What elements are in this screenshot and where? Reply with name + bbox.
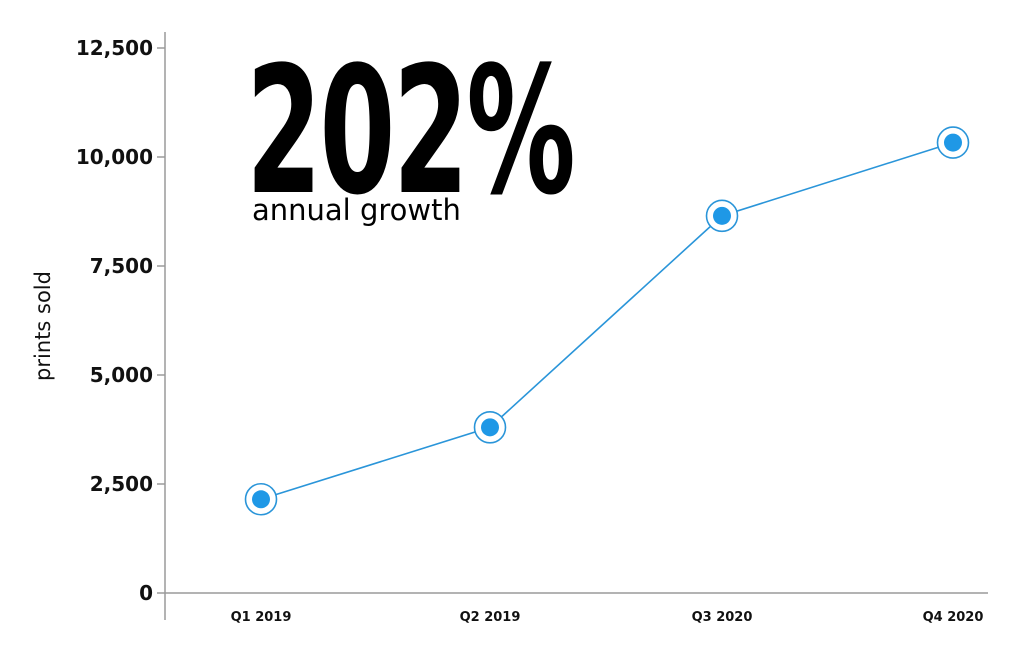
y-tick-label: 10,000 xyxy=(76,145,153,169)
y-ticks: 0 2,500 5,000 7,500 10,000 12,500 xyxy=(76,36,165,605)
y-axis-title: prints sold xyxy=(31,271,55,381)
x-ticks: Q1 2019 Q2 2019 Q3 2020 Q4 2020 xyxy=(231,610,984,625)
series-line xyxy=(260,141,954,501)
y-tick-label: 12,500 xyxy=(76,36,153,60)
y-tick-label: 0 xyxy=(139,581,153,605)
y-tick-label: 2,500 xyxy=(90,472,153,496)
y-tick-label: 7,500 xyxy=(90,254,153,278)
x-tick-label: Q1 2019 xyxy=(231,610,292,625)
series-group xyxy=(244,126,970,516)
axes xyxy=(164,32,988,620)
x-tick-label: Q4 2020 xyxy=(923,610,984,625)
x-tick-label: Q2 2019 xyxy=(460,610,521,625)
data-point xyxy=(481,418,499,437)
data-point xyxy=(252,490,270,509)
x-tick-label: Q3 2020 xyxy=(692,610,753,625)
headline-value: 202% xyxy=(246,29,576,234)
data-point xyxy=(944,133,962,152)
headline-caption: annual growth xyxy=(252,193,461,227)
data-point xyxy=(713,206,731,225)
y-tick-label: 5,000 xyxy=(90,363,153,387)
